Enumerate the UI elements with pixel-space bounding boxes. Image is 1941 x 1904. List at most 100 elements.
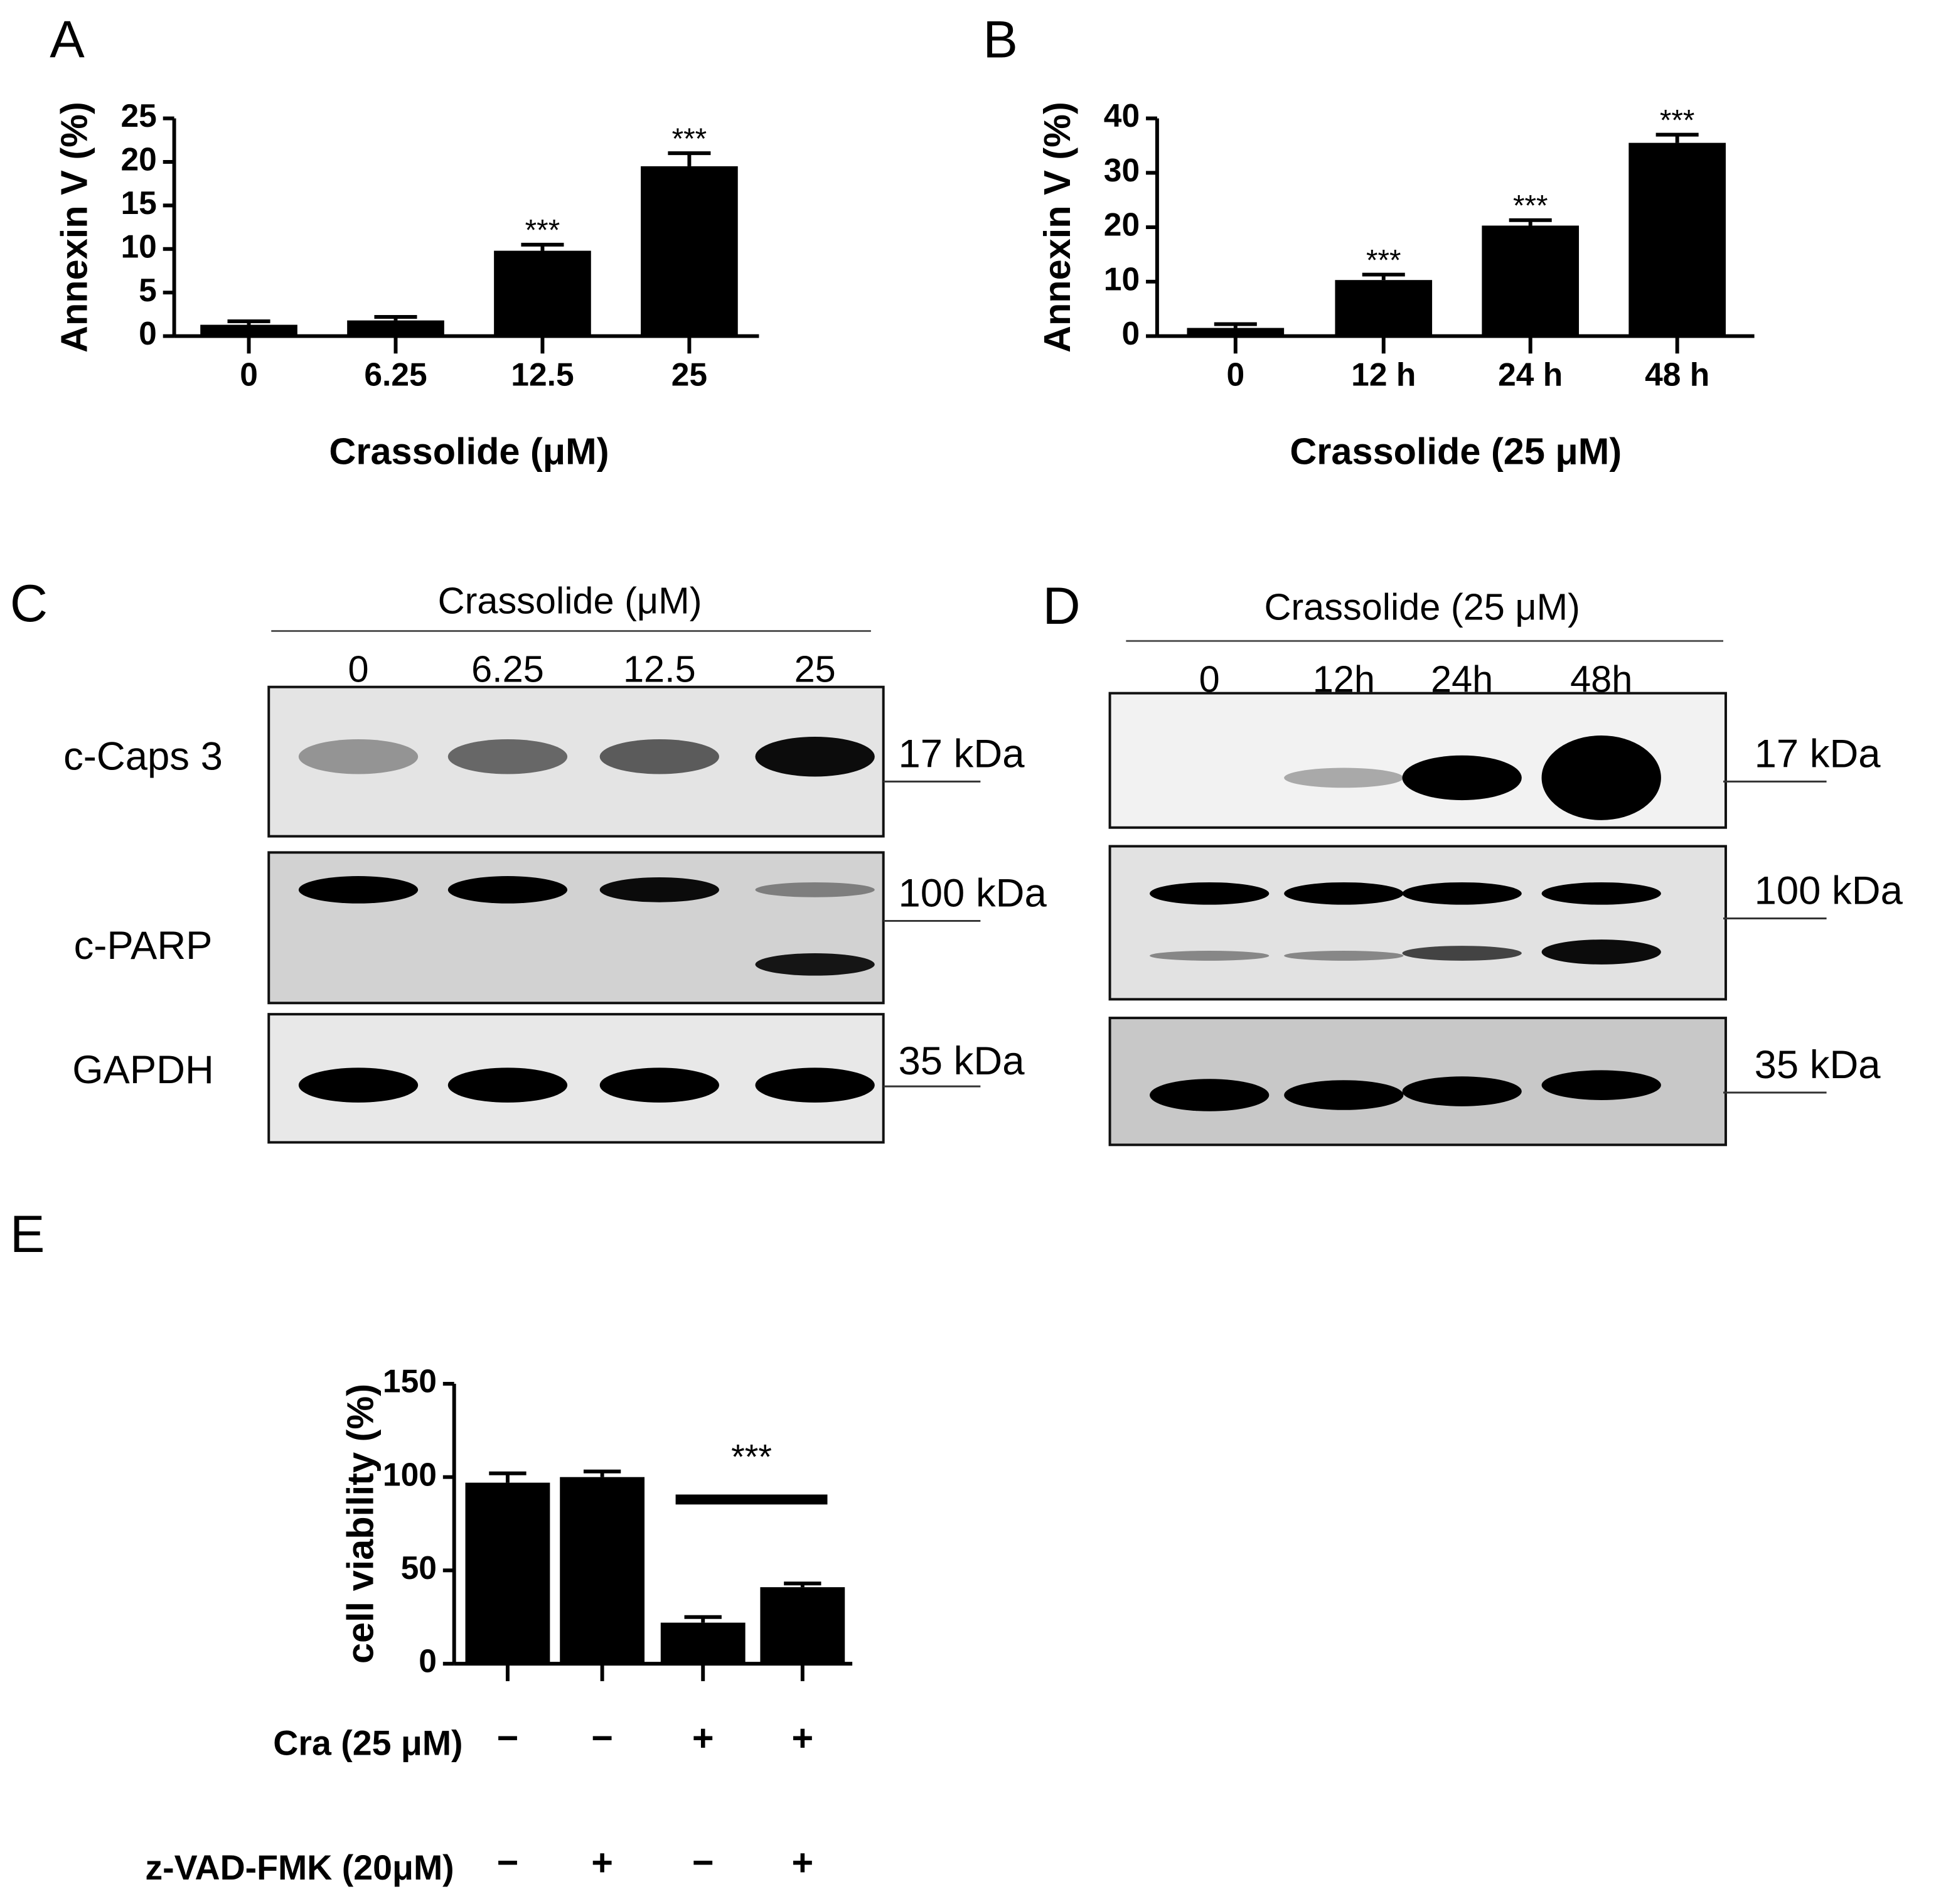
band [1541, 1070, 1661, 1100]
treatment-sign: + [791, 1841, 813, 1883]
treatment-label: Cra (25 μM) [273, 1724, 463, 1763]
bar [200, 324, 297, 336]
band [1402, 755, 1522, 801]
significance: *** [731, 1438, 772, 1477]
lane-label: 0 [348, 648, 368, 690]
x-tick-label: 0 [1226, 356, 1244, 393]
significance: *** [525, 214, 560, 247]
band [1150, 882, 1270, 905]
size-marker: 17 kDa [1755, 732, 1881, 776]
y-tick-label: 0 [1121, 315, 1140, 351]
y-tick-label: 20 [1104, 206, 1140, 243]
band [298, 1067, 419, 1103]
y-tick-label: 5 [139, 272, 157, 308]
band [755, 953, 875, 976]
y-tick-label: 100 [383, 1456, 437, 1492]
row-label: c-PARP [74, 924, 213, 968]
y-tick-label: 150 [383, 1363, 437, 1399]
significance: *** [672, 122, 707, 156]
treatment-sign: − [591, 1717, 613, 1759]
y-tick-label: 40 [1104, 97, 1140, 134]
row-label: GAPDH [72, 1048, 214, 1092]
y-tick-label: 0 [419, 1643, 437, 1679]
bar [760, 1587, 845, 1664]
band [1284, 951, 1404, 961]
size-marker: 35 kDa [899, 1039, 1025, 1083]
treatment-sign: + [692, 1717, 714, 1759]
x-tick-label: 0 [240, 356, 258, 393]
lane-label: 12.5 [623, 648, 696, 690]
blot-title: Crassolide (25 μM) [1264, 586, 1580, 628]
y-axis-label: cell viability (%) [340, 1384, 382, 1664]
bar [641, 166, 738, 336]
x-tick-label: 25 [671, 356, 707, 393]
band [298, 876, 419, 904]
blot-box [267, 851, 885, 1005]
band [1150, 951, 1270, 961]
band [1402, 882, 1522, 905]
band [1541, 735, 1661, 820]
bar [494, 250, 591, 336]
y-axis-label: Annexin V (%) [53, 102, 95, 353]
treatment-sign: − [497, 1717, 519, 1759]
bar [465, 1482, 550, 1664]
lane-label: 25 [794, 648, 836, 690]
band [1150, 1079, 1270, 1111]
y-tick-label: 20 [120, 141, 156, 178]
row-label: c-Caps 3 [63, 734, 223, 778]
x-axis-label: Crassolide (μM) [329, 431, 609, 473]
y-tick-label: 15 [120, 185, 156, 221]
band [1402, 1076, 1522, 1106]
y-tick-label: 25 [120, 97, 156, 134]
bar [560, 1477, 645, 1664]
band [599, 877, 719, 902]
treatment-sign: + [791, 1717, 813, 1759]
bar [1628, 142, 1726, 336]
y-axis-label: Annexin V (%) [1036, 102, 1078, 353]
band [755, 1067, 875, 1103]
size-marker: 35 kDa [1755, 1043, 1881, 1087]
x-tick-label: 12.5 [511, 356, 574, 393]
size-marker: 17 kDa [899, 732, 1025, 776]
blot-box [1108, 845, 1727, 1001]
panel-label: B [983, 11, 1018, 69]
bar [1335, 280, 1433, 336]
panel-label: E [10, 1205, 45, 1263]
significance: *** [1660, 104, 1695, 137]
band [1402, 946, 1522, 961]
bar [1482, 225, 1580, 336]
x-axis-label: Crassolide (25 μM) [1290, 431, 1622, 473]
significance: *** [1366, 243, 1401, 277]
band [447, 739, 568, 774]
panel-label: A [50, 11, 85, 69]
y-tick-label: 30 [1104, 152, 1140, 188]
band [1284, 1080, 1404, 1110]
significance: *** [1513, 190, 1548, 223]
x-tick-label: 6.25 [364, 356, 427, 393]
band [599, 739, 719, 774]
band [1541, 939, 1661, 965]
x-tick-label: 24 h [1498, 356, 1563, 393]
x-tick-label: 48 h [1645, 356, 1709, 393]
lane-label: 6.25 [471, 648, 544, 690]
y-tick-label: 10 [1104, 260, 1140, 297]
size-marker: 100 kDa [899, 872, 1047, 916]
band [447, 1067, 568, 1103]
treatment-label: z-VAD-FMK (20μM) [145, 1848, 454, 1887]
band [447, 876, 568, 904]
band [755, 736, 875, 777]
blot-title: Crassolide (μM) [438, 580, 702, 622]
band [755, 882, 875, 897]
band [1541, 882, 1661, 905]
bar [1187, 328, 1285, 336]
panel-label: D [1042, 577, 1080, 635]
y-tick-label: 50 [401, 1549, 437, 1586]
bar [660, 1622, 746, 1664]
treatment-sign: + [591, 1841, 613, 1883]
bar [347, 320, 444, 336]
size-marker: 100 kDa [1755, 869, 1903, 913]
band [1284, 767, 1404, 788]
panel-label: C [10, 574, 48, 633]
y-tick-label: 10 [120, 228, 156, 264]
